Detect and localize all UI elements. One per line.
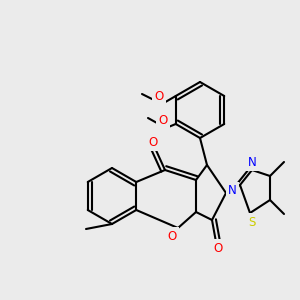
- Text: O: O: [167, 230, 177, 242]
- Text: O: O: [154, 91, 164, 103]
- Text: O: O: [148, 136, 158, 148]
- Text: O: O: [213, 242, 223, 254]
- Text: O: O: [158, 115, 168, 128]
- Text: S: S: [248, 215, 256, 229]
- Text: N: N: [248, 155, 256, 169]
- Text: N: N: [228, 184, 236, 197]
